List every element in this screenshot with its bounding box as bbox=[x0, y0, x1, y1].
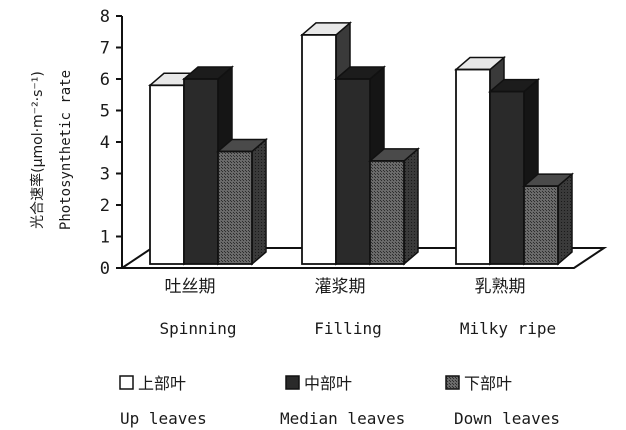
median-leaves-bar-front bbox=[183, 78, 219, 265]
category-label-cn: 吐丝期 bbox=[165, 277, 216, 297]
y-axis-label-en: Photosynthetic rate bbox=[58, 70, 74, 230]
legend-item-median: 中部叶 Median leaves bbox=[280, 374, 405, 428]
up-leaves-bar-front bbox=[301, 34, 337, 265]
y-axis-title: 光合速率(μmol·m⁻²·s⁻¹) Photosynthetic rate bbox=[29, 70, 74, 230]
category-labels: 吐丝期 Spinning 灌浆期 Filling 乳熟期 Milky ripe bbox=[159, 276, 556, 338]
down-leaves-bar bbox=[367, 147, 421, 266]
legend-label-en: Down leaves bbox=[454, 409, 560, 428]
category-label-en: Milky ripe bbox=[460, 319, 556, 338]
y-tick-label: 1 bbox=[100, 228, 110, 248]
median-leaves-bar-front bbox=[335, 78, 371, 265]
bars bbox=[147, 21, 575, 266]
up-leaves-bar-front bbox=[149, 84, 185, 265]
down-leaves-bar-side bbox=[403, 147, 419, 266]
y-tick-label: 5 bbox=[100, 102, 110, 122]
category-label-cn: 灌浆期 bbox=[315, 277, 366, 297]
legend: 上部叶 Up leaves 中部叶 Median leaves 下部叶 Down leav… bbox=[119, 374, 560, 428]
legend-label-cn: 中部叶 bbox=[304, 374, 352, 393]
legend-label-en: Median leaves bbox=[280, 409, 405, 428]
down-leaves-bar bbox=[215, 137, 269, 266]
legend-swatch-median bbox=[285, 375, 300, 390]
y-tick-label: 3 bbox=[100, 165, 110, 185]
down-leaves-bar-front bbox=[217, 150, 253, 265]
y-tick-label: 7 bbox=[100, 39, 110, 59]
median-leaves-bar-front bbox=[489, 90, 525, 265]
y-tick-label: 6 bbox=[100, 70, 110, 90]
category-label-en: Filling bbox=[314, 319, 381, 338]
y-axis: 0 1 2 3 4 5 6 7 8 bbox=[100, 7, 123, 279]
down-leaves-bar bbox=[521, 172, 575, 266]
down-leaves-bar-side bbox=[557, 172, 573, 266]
legend-item-down: 下部叶 Down leaves bbox=[445, 374, 560, 428]
category-label-en: Spinning bbox=[159, 319, 236, 338]
down-leaves-bar-front bbox=[369, 159, 405, 265]
y-tick-label: 2 bbox=[100, 196, 110, 216]
y-axis-label-cn: 光合速率(μmol·m⁻²·s⁻¹) bbox=[29, 71, 46, 229]
down-leaves-bar-front bbox=[523, 185, 559, 265]
category-label-cn: 乳熟期 bbox=[475, 276, 526, 297]
legend-item-up: 上部叶 Up leaves bbox=[119, 374, 207, 428]
y-tick-label: 4 bbox=[100, 133, 110, 153]
y-tick-label: 8 bbox=[100, 7, 110, 27]
down-leaves-bar-side bbox=[251, 137, 267, 266]
legend-swatch-up bbox=[119, 375, 134, 390]
legend-swatch-down bbox=[445, 375, 460, 390]
legend-label-cn: 下部叶 bbox=[464, 374, 512, 393]
up-leaves-bar-front bbox=[455, 68, 491, 265]
legend-label-cn: 上部叶 bbox=[138, 374, 186, 393]
y-tick-label: 0 bbox=[100, 259, 110, 279]
legend-label-en: Up leaves bbox=[120, 409, 207, 428]
